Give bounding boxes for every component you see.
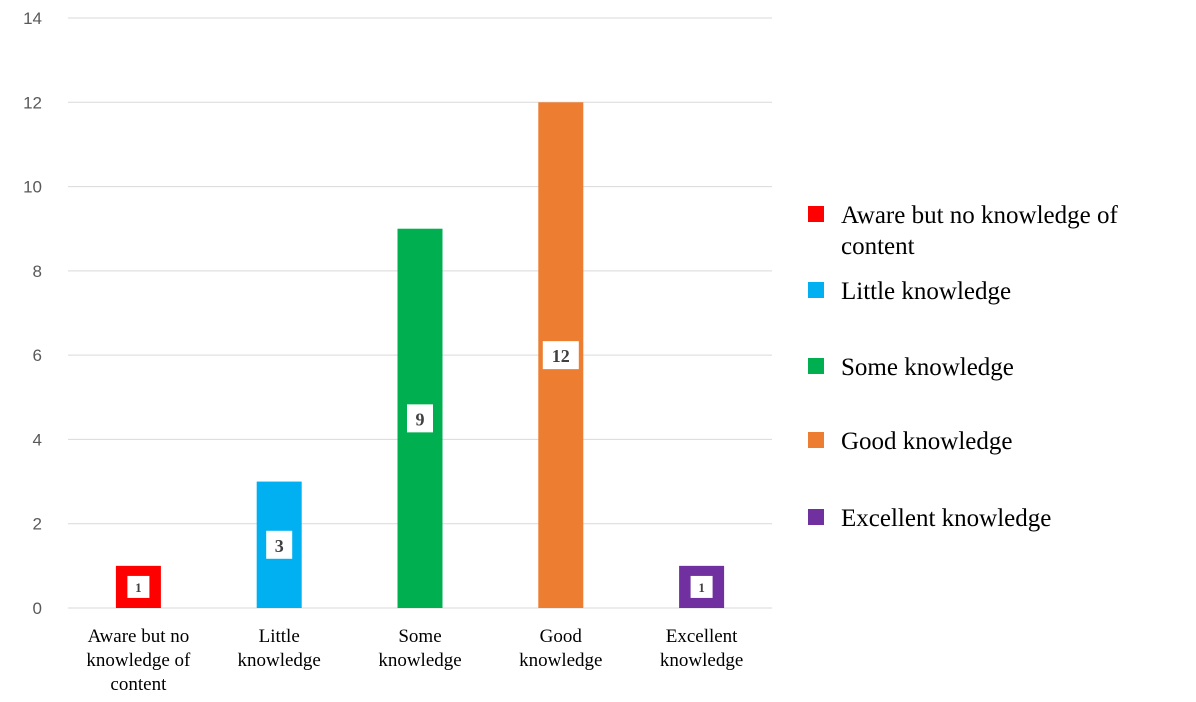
data-label-box (266, 530, 293, 559)
y-tick-label: 6 (33, 346, 42, 365)
legend-entry: Excellent knowledge (841, 505, 1051, 532)
legend-swatch (808, 282, 824, 298)
data-label-box (690, 575, 713, 598)
x-tick-label: Good knowledge (519, 626, 602, 671)
y-tick-label: 4 (33, 430, 42, 449)
legend-entry: Some knowledge (841, 354, 1014, 381)
y-tick-label: 2 (33, 515, 42, 534)
legend-swatch (808, 358, 824, 374)
data-label-box (542, 341, 579, 370)
legend-entry: Good knowledge (841, 428, 1013, 455)
x-tick-label: Little knowledge (238, 626, 321, 671)
data-label: 1 (698, 580, 705, 595)
y-tick-label: 12 (23, 93, 42, 112)
legend-swatch (808, 509, 824, 525)
y-tick-label: 14 (23, 9, 42, 28)
y-tick-label: 0 (33, 599, 42, 618)
bars: 1 3 9 12 1 (115, 102, 725, 609)
data-label-box (127, 575, 150, 598)
x-axis-ticks: Aware but no knowledge of content Little kno… (86, 626, 743, 695)
x-tick-label: Aware but no knowledge of content (86, 626, 191, 695)
legend: Aware but no knowledge of content Little k… (808, 202, 1118, 532)
data-label-box (407, 404, 433, 433)
x-tick-label: Excellent knowledge (660, 626, 743, 671)
legend-entry: Little knowledge (841, 278, 1011, 305)
y-axis-ticks: 0 2 4 6 8 10 12 14 (23, 9, 42, 618)
data-label: 12 (552, 346, 570, 366)
data-label: 3 (275, 536, 284, 556)
legend-entry: Aware but no knowledge of content (841, 202, 1118, 260)
y-tick-label: 8 (33, 262, 42, 281)
y-tick-label: 10 (23, 178, 42, 197)
data-label: 9 (416, 409, 425, 429)
x-tick-label: Some knowledge (378, 626, 461, 671)
legend-swatch (808, 432, 824, 448)
legend-swatch (808, 206, 824, 222)
data-label: 1 (135, 580, 142, 595)
